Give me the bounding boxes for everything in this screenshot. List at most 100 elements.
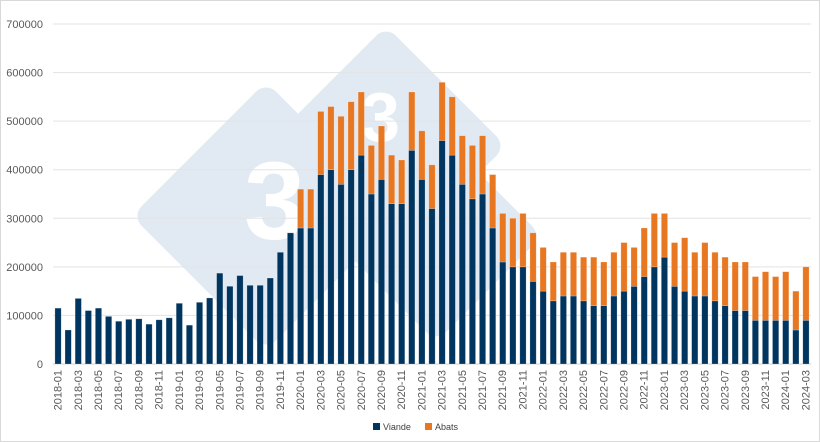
bar-abats-2021-07 — [479, 135, 486, 195]
bar-abats-2023-04 — [691, 251, 699, 297]
bar-viande-2018-10 — [145, 323, 153, 365]
bar-abats-2022-07 — [600, 261, 608, 307]
bar-abats-2020-06 — [347, 101, 355, 171]
bar-viande-2019-11 — [276, 251, 284, 365]
x-tick-label: 2018-03 — [73, 370, 85, 410]
x-tick-label: 2023-03 — [679, 370, 691, 410]
bar-viande-2019-05 — [216, 272, 224, 365]
x-tick-label: 2018-05 — [93, 370, 105, 410]
bar-viande-2018-09 — [135, 318, 143, 365]
bar-viande-2022-07 — [600, 305, 608, 365]
bar-abats-2022-11 — [640, 227, 648, 277]
bar-abats-2023-12 — [772, 276, 780, 321]
bar-viande-2018-11 — [155, 319, 163, 365]
bar-viande-2021-10 — [509, 266, 517, 365]
bar-viande-2023-11 — [762, 319, 769, 365]
x-tick-label: 2022-01 — [538, 370, 550, 410]
bar-abats-2020-02 — [307, 188, 315, 229]
bar-viande-2022-12 — [650, 266, 658, 365]
bar-viande-2021-01 — [418, 179, 426, 365]
y-tick-label: 0 — [37, 359, 43, 371]
x-tick-label: 2022-09 — [619, 370, 631, 410]
bar-viande-2020-12 — [408, 149, 416, 365]
bar-abats-2023-11 — [762, 271, 769, 321]
x-tick-label: 2021-11 — [517, 370, 529, 410]
bar-viande-2023-04 — [691, 295, 699, 365]
bar-abats-2021-12 — [529, 232, 537, 282]
bar-viande-2021-03 — [438, 140, 446, 365]
x-tick-label: 2020-01 — [295, 370, 307, 410]
bar-abats-2021-06 — [468, 145, 476, 200]
bar-abats-2021-10 — [509, 217, 517, 268]
bar-abats-2020-08 — [367, 145, 375, 195]
y-tick-label: 700000 — [6, 19, 43, 31]
bar-abats-2023-07 — [721, 256, 729, 307]
x-axis: 2018-01 2018-03 2018-05 2018-07 2018-09 2018-… — [53, 370, 813, 410]
x-tick-label: 2023-01 — [659, 370, 671, 410]
bar-viande-2020-06 — [347, 169, 355, 365]
bar-abats-2021-09 — [499, 213, 507, 263]
bar-viande-2022-04 — [570, 295, 577, 365]
bar-viande-2021-07 — [479, 193, 486, 365]
bar-viande-2021-02 — [428, 208, 436, 365]
x-tick-label: 2021-09 — [497, 370, 509, 410]
bar-viande-2018-01 — [54, 307, 62, 365]
bar-viande-2020-05 — [337, 183, 345, 365]
bar-viande-2019-10 — [266, 277, 274, 365]
x-tick-label: 2020-05 — [336, 370, 348, 410]
bar-viande-2020-01 — [297, 227, 305, 365]
bar-viande-2018-04 — [84, 310, 92, 365]
x-tick-label: 2021-03 — [437, 370, 449, 410]
x-tick-label: 2019-07 — [234, 370, 246, 410]
bar-viande-2022-10 — [630, 285, 638, 365]
bar-viande-2019-02 — [186, 324, 193, 365]
bar-viande-2023-01 — [661, 256, 668, 365]
x-tick-label: 2018-09 — [133, 370, 145, 410]
bar-viande-2023-09 — [741, 310, 749, 365]
bar-viande-2021-05 — [458, 183, 466, 365]
bar-abats-2024-03 — [802, 266, 810, 321]
bar-viande-2021-11 — [519, 266, 527, 365]
x-tick-label: 2023-07 — [720, 370, 732, 410]
x-tick-label: 2023-09 — [740, 370, 752, 410]
bar-viande-2024-02 — [792, 329, 800, 365]
bar-viande-2020-10 — [388, 203, 396, 365]
x-tick-label: 2022-11 — [639, 370, 651, 410]
x-tick-label: 2019-03 — [194, 370, 206, 410]
bar-viande-2022-09 — [620, 290, 628, 365]
legend: Viande Abats — [373, 422, 459, 432]
bar-abats-2021-08 — [489, 174, 497, 229]
y-tick-label: 300000 — [6, 213, 43, 225]
bar-viande-2019-09 — [256, 285, 264, 365]
bar-viande-2023-10 — [751, 319, 759, 365]
x-tick-label: 2018-11 — [154, 370, 166, 410]
y-axis: 0 100000 200000 300000 400000 500000 600000 700… — [6, 19, 43, 371]
bar-viande-2020-03 — [317, 174, 325, 365]
x-tick-label: 2022-05 — [578, 370, 590, 410]
x-tick-label: 2021-07 — [477, 370, 489, 410]
y-tick-label: 100000 — [6, 310, 43, 322]
bar-abats-2020-12 — [408, 91, 416, 151]
bar-abats-2022-04 — [570, 251, 577, 297]
bar-abats-2022-03 — [559, 251, 567, 297]
x-tick-label: 2022-03 — [558, 370, 570, 410]
bar-viande-2018-03 — [74, 298, 82, 365]
bar-abats-2020-01 — [297, 188, 305, 229]
bar-abats-2023-02 — [671, 242, 678, 287]
x-tick-label: 2020-11 — [396, 370, 408, 410]
bar-viande-2020-09 — [378, 179, 385, 365]
bar-viande-2022-03 — [559, 295, 567, 365]
x-tick-label: 2019-01 — [174, 370, 186, 410]
bar-abats-2020-03 — [317, 111, 325, 175]
watermark-text: 3 — [244, 140, 305, 263]
bar-viande-2021-06 — [468, 198, 476, 365]
bar-viande-2022-11 — [640, 276, 648, 365]
x-tick-label: 2023-11 — [760, 370, 772, 410]
y-tick-label: 400000 — [6, 165, 43, 177]
bar-viande-2023-02 — [671, 285, 678, 365]
x-tick-label: 2023-05 — [699, 370, 711, 410]
bar-abats-2020-07 — [357, 91, 365, 156]
bar-viande-2024-01 — [782, 319, 790, 365]
bar-abats-2023-09 — [741, 261, 749, 311]
